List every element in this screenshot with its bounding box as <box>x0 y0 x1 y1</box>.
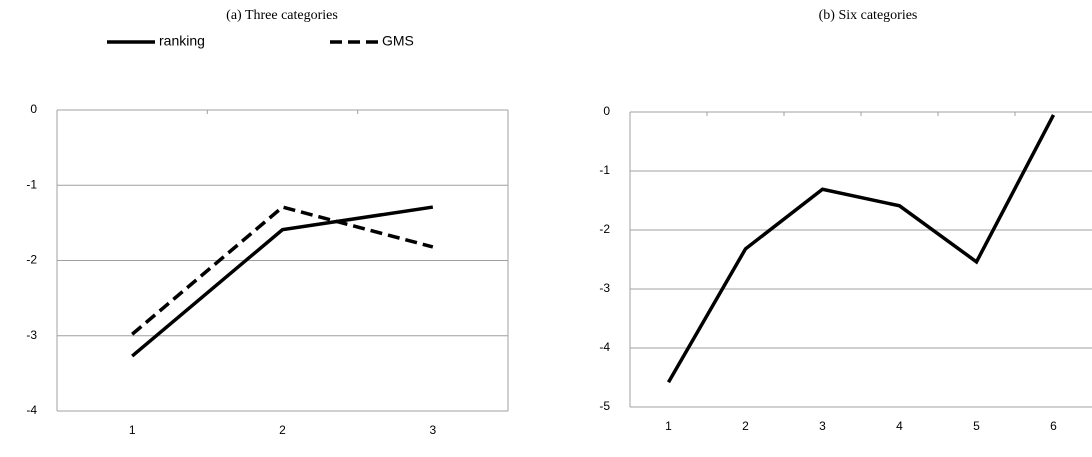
y-tick-label: 0 <box>30 102 37 116</box>
x-tick-label: 1 <box>129 423 136 437</box>
x-tick-label: 2 <box>279 423 286 437</box>
legend-label: GMS <box>382 33 414 49</box>
y-tick-label: -1 <box>26 177 37 191</box>
y-tick-label: -2 <box>26 253 37 267</box>
y-tick-label: -4 <box>26 403 37 417</box>
x-tick-label: 4 <box>896 419 903 433</box>
chart-title: (a) Three categories <box>226 8 338 23</box>
x-tick-label: 3 <box>429 423 436 437</box>
series-line <box>666 114 1056 384</box>
y-tick-label: -2 <box>599 222 610 236</box>
y-tick-label: -4 <box>599 340 610 354</box>
x-tick-label: 6 <box>1050 419 1057 433</box>
series-line <box>131 205 434 358</box>
x-tick-label: 3 <box>819 419 826 433</box>
legend-label: ranking <box>159 33 205 49</box>
y-tick-label: -3 <box>599 281 610 295</box>
x-tick-label: 1 <box>665 419 672 433</box>
y-tick-label: -3 <box>26 328 37 342</box>
x-tick-label: 5 <box>973 419 980 433</box>
chart-title: (b) Six categories <box>819 8 918 23</box>
x-tick-label: 2 <box>742 419 749 433</box>
y-tick-label: 0 <box>603 104 610 118</box>
y-tick-label: -5 <box>599 399 610 413</box>
series-line <box>131 205 434 336</box>
y-tick-label: -1 <box>599 163 610 177</box>
